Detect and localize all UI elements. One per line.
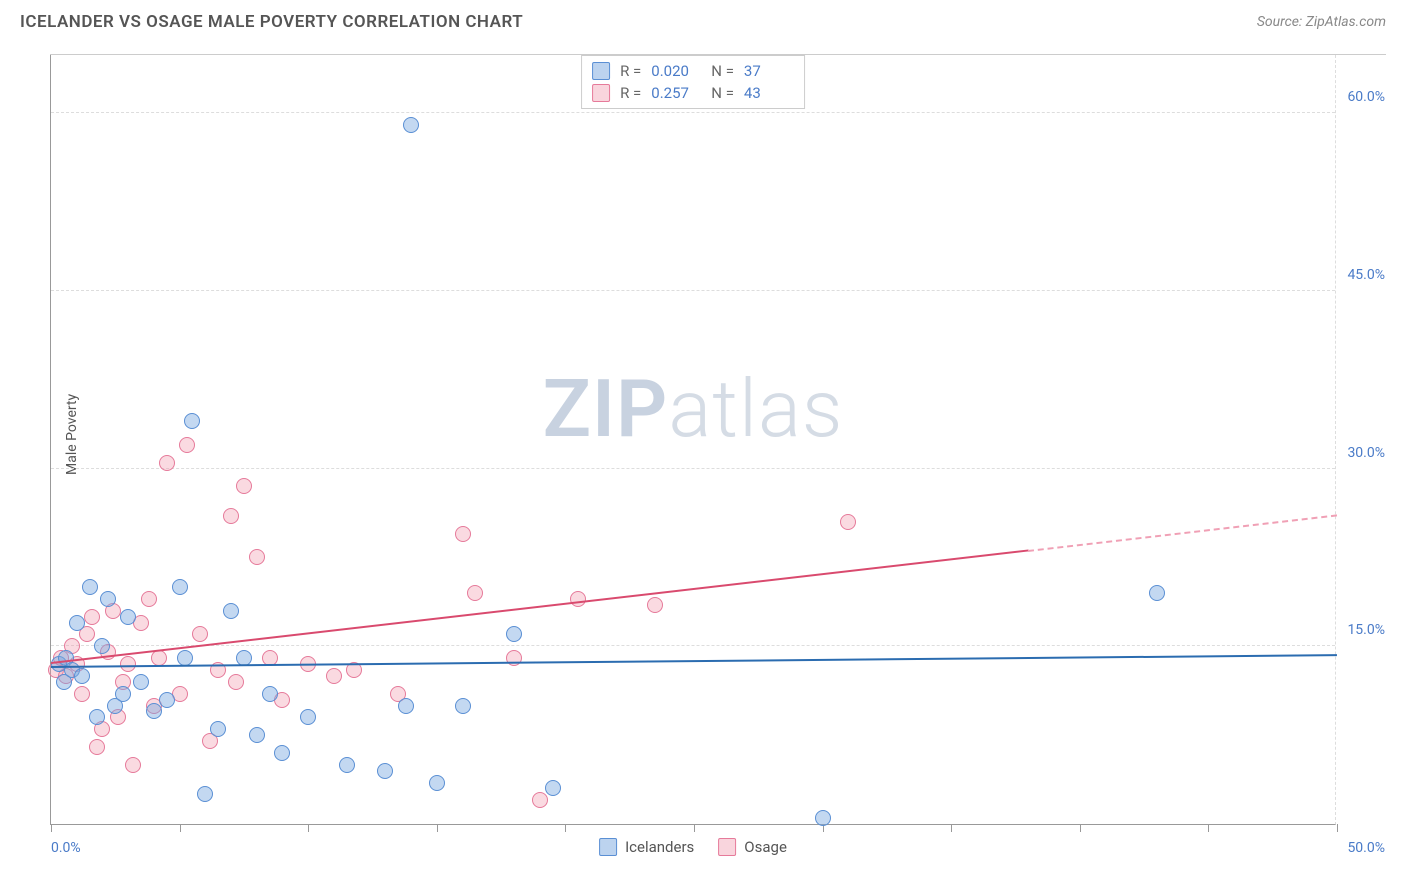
x-tick-label: 50.0%: [1347, 840, 1385, 856]
x-tick: [694, 824, 695, 832]
data-point: [228, 674, 244, 690]
data-point: [133, 674, 149, 690]
data-point: [151, 650, 167, 666]
chart-title: ICELANDER VS OSAGE MALE POVERTY CORRELAT…: [20, 12, 523, 32]
gridline: [51, 645, 1335, 646]
data-point: [300, 709, 316, 725]
data-point: [223, 508, 239, 524]
data-point: [455, 698, 471, 714]
data-point: [69, 615, 85, 631]
data-point: [120, 656, 136, 672]
data-point: [647, 597, 663, 613]
scatter-plot: ZIPatlas R = 0.020 N = 37 R = 0.257 N = …: [50, 55, 1336, 825]
data-point: [120, 609, 136, 625]
data-point: [249, 727, 265, 743]
data-point: [84, 609, 100, 625]
data-point: [172, 579, 188, 595]
gridline: [51, 112, 1335, 113]
data-point: [840, 514, 856, 530]
swatch-icon: [599, 838, 617, 856]
data-point: [455, 526, 471, 542]
data-point: [570, 591, 586, 607]
x-tick: [1208, 824, 1209, 832]
data-point: [403, 117, 419, 133]
data-point: [377, 763, 393, 779]
x-tick-label: 0.0%: [51, 840, 81, 856]
data-point: [398, 698, 414, 714]
x-tick: [1337, 824, 1338, 832]
data-point: [115, 686, 131, 702]
trend-line: [1028, 514, 1337, 552]
gridline: [51, 468, 1335, 469]
stats-row-osage: R = 0.257 N = 43: [592, 82, 794, 104]
data-point: [197, 786, 213, 802]
data-point: [236, 478, 252, 494]
swatch-icon: [592, 84, 610, 102]
data-point: [210, 721, 226, 737]
data-point: [159, 455, 175, 471]
data-point: [326, 668, 342, 684]
source-credit: Source: ZipAtlas.com: [1257, 14, 1386, 30]
data-point: [82, 579, 98, 595]
y-tick-label: 60.0%: [1347, 89, 1385, 105]
data-point: [184, 413, 200, 429]
stats-row-icelanders: R = 0.020 N = 37: [592, 60, 794, 82]
data-point: [89, 709, 105, 725]
data-point: [179, 437, 195, 453]
x-tick: [951, 824, 952, 832]
x-tick: [308, 824, 309, 832]
data-point: [506, 626, 522, 642]
data-point: [532, 792, 548, 808]
swatch-icon: [718, 838, 736, 856]
data-point: [94, 638, 110, 654]
y-tick-label: 15.0%: [1347, 622, 1385, 638]
data-point: [146, 703, 162, 719]
data-point: [159, 692, 175, 708]
legend-item-osage: Osage: [718, 838, 787, 856]
data-point: [1149, 585, 1165, 601]
chart-area: Male Poverty ZIPatlas R = 0.020 N = 37 R…: [50, 54, 1386, 824]
gridline: [51, 290, 1335, 291]
data-point: [100, 591, 116, 607]
correlation-stats-box: R = 0.020 N = 37 R = 0.257 N = 43: [581, 55, 805, 109]
data-point: [545, 780, 561, 796]
data-point: [249, 549, 265, 565]
data-point: [89, 739, 105, 755]
data-point: [262, 686, 278, 702]
data-point: [339, 757, 355, 773]
swatch-icon: [592, 62, 610, 80]
x-tick: [565, 824, 566, 832]
data-point: [74, 668, 90, 684]
data-point: [274, 745, 290, 761]
data-point: [429, 775, 445, 791]
data-point: [141, 591, 157, 607]
data-point: [815, 810, 831, 826]
watermark: ZIPatlas: [543, 362, 844, 456]
x-tick: [437, 824, 438, 832]
x-tick: [51, 824, 52, 832]
series-legend: Icelanders Osage: [599, 838, 787, 856]
y-tick-label: 45.0%: [1347, 267, 1385, 283]
x-tick: [1080, 824, 1081, 832]
y-tick-label: 30.0%: [1347, 445, 1385, 461]
data-point: [74, 686, 90, 702]
legend-item-icelanders: Icelanders: [599, 838, 694, 856]
x-tick: [180, 824, 181, 832]
data-point: [125, 757, 141, 773]
data-point: [467, 585, 483, 601]
data-point: [223, 603, 239, 619]
data-point: [192, 626, 208, 642]
trend-line: [51, 550, 1029, 665]
